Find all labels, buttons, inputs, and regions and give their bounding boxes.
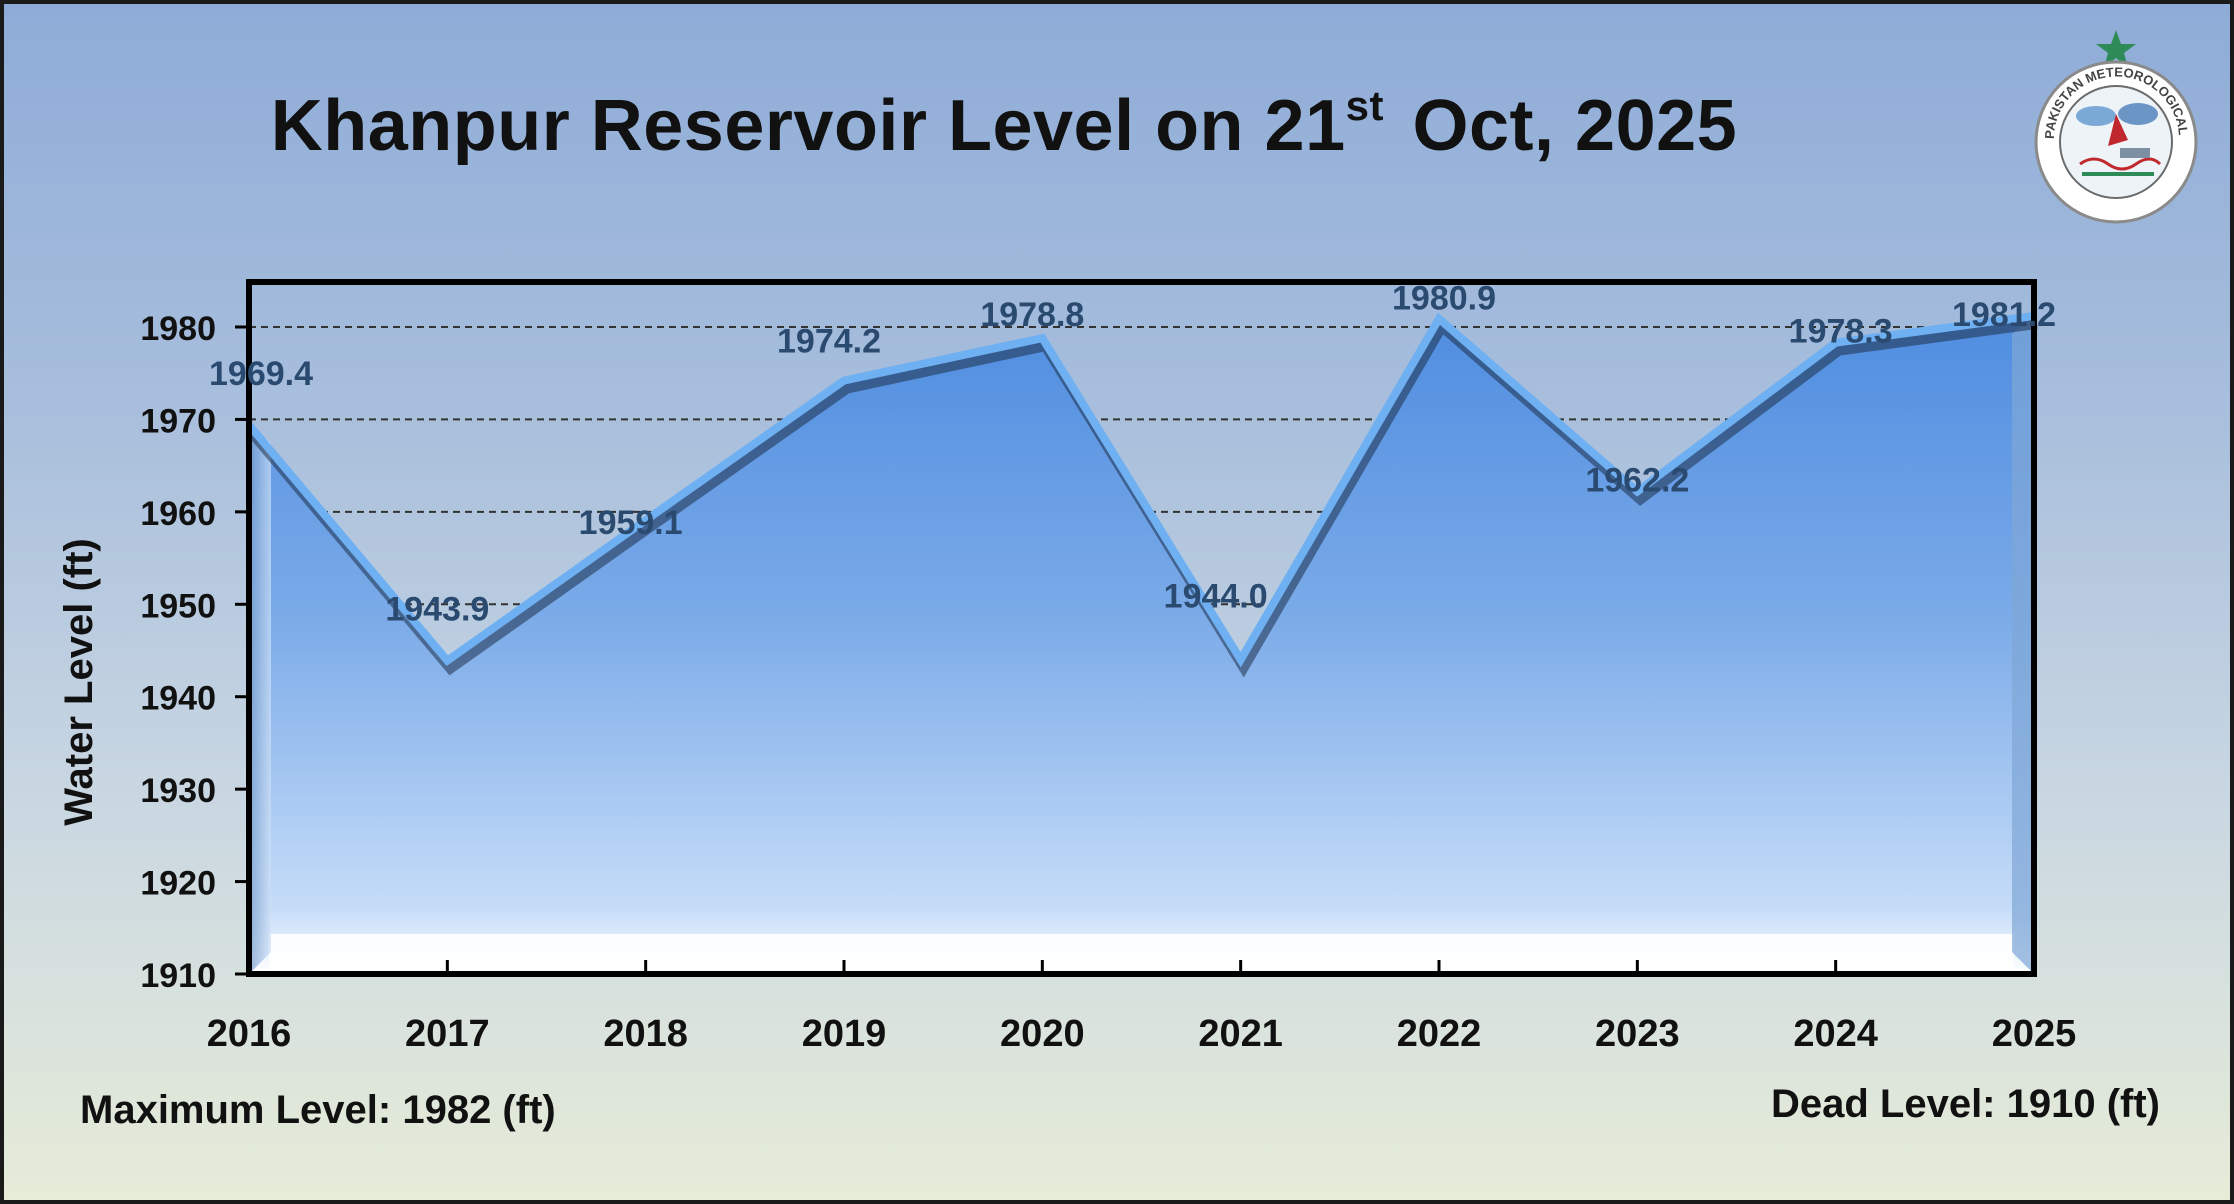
data-label-2018: 1959.1 <box>579 504 683 542</box>
data-point-2018 <box>643 518 648 523</box>
pmd-logo: PAKISTAN METEOROLOGICAL DEPARTMENT <box>2024 24 2198 224</box>
x-tick-label: 2020 <box>1000 1013 1085 1055</box>
chart-title: Khanpur Reservoir Level on 21st Oct, 202… <box>4 82 2004 167</box>
series-line <box>245 311 2035 668</box>
x-tick-label: 2021 <box>1198 1013 1283 1055</box>
x-tick-label: 2018 <box>603 1013 688 1055</box>
data-label-2024: 1978.3 <box>1789 313 1893 351</box>
y-tick-label: 1910 <box>140 957 216 995</box>
y-tick-label: 1960 <box>140 495 216 533</box>
x-tick-label: 2017 <box>405 1013 490 1055</box>
x-tick-label: 2025 <box>1992 1013 2077 1055</box>
y-axis: 1910 1920 1930 1940 1950 1960 1970 1980 <box>140 310 249 995</box>
data-label-2017: 1943.9 <box>385 591 489 629</box>
data-labels: 1969.4 1943.9 1959.1 1974.2 1978.8 1944.0 1980… <box>209 280 2056 629</box>
data-label-2023: 1962.2 <box>1585 462 1689 500</box>
data-label-2022: 1980.9 <box>1392 280 1496 318</box>
y-tick-label: 1950 <box>140 587 216 625</box>
data-label-2020: 1978.8 <box>980 296 1084 334</box>
dead-level-note: Dead Level: 1910 (ft) <box>1770 1082 2160 1126</box>
area-floor-highlight <box>269 934 2014 970</box>
area-left-bevel <box>249 424 271 975</box>
title-text-before: Khanpur Reservoir Level on 21 <box>270 86 1346 166</box>
x-tick-label: 2016 <box>207 1013 292 1055</box>
data-point-2020 <box>1040 336 1045 341</box>
data-point-2024 <box>1833 340 1838 345</box>
data-point-2022 <box>1437 316 1441 321</box>
x-tick-label: 2019 <box>802 1013 887 1055</box>
y-tick-label: 1920 <box>140 865 216 903</box>
area-fill <box>249 315 2034 974</box>
title-superscript: st <box>1345 82 1384 129</box>
x-tick-label: 2024 <box>1793 1013 1878 1055</box>
data-label-2021: 1944.0 <box>1164 578 1268 616</box>
data-point-2021 <box>1238 657 1243 662</box>
data-point-2019 <box>842 378 846 383</box>
data-label-2025: 1981.2 <box>1952 296 2056 334</box>
y-tick-label: 1940 <box>140 680 216 718</box>
data-label-2019: 1974.2 <box>777 323 881 361</box>
x-tick-label: 2023 <box>1595 1013 1680 1055</box>
maximum-level-note: Maximum Level: 1982 (ft) <box>80 1088 556 1132</box>
y-axis-label: Water Level (ft) <box>57 538 101 825</box>
star-icon <box>2096 30 2136 67</box>
data-point-2017 <box>445 658 450 663</box>
area-right-bevel <box>2012 315 2034 974</box>
x-axis: 2016 2017 2018 2019 2020 2021 2022 2023 2024 2025 <box>207 960 2077 1055</box>
y-tick-label: 1980 <box>140 310 216 348</box>
data-point-2023 <box>1635 489 1640 494</box>
plot-frame <box>246 279 2037 977</box>
y-tick-label: 1970 <box>140 402 216 440</box>
title-text-after: Oct, 2025 <box>1392 86 1738 166</box>
x-tick-label: 2022 <box>1397 1013 1482 1055</box>
area-series <box>245 311 2038 975</box>
data-label-2016: 1969.4 <box>209 355 313 393</box>
y-tick-label: 1930 <box>140 772 216 810</box>
